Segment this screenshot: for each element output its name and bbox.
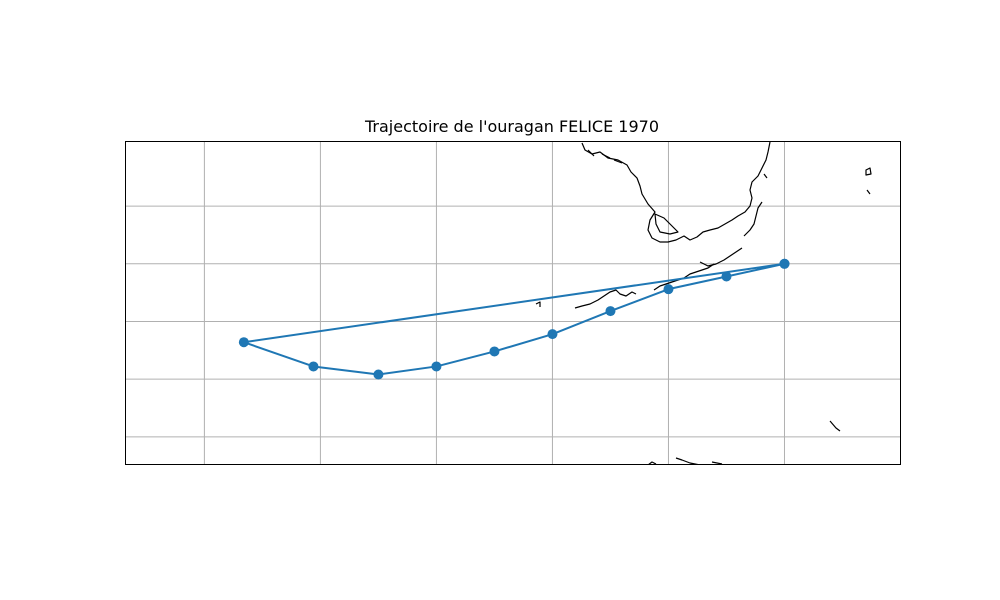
plot-frame <box>125 141 901 465</box>
coastline-atlantic-east <box>743 201 763 237</box>
track-point-2 <box>663 284 674 295</box>
track-point-1 <box>721 271 732 282</box>
coastline-islet-southeast <box>829 420 841 432</box>
coastline-gulf-islands <box>587 149 623 164</box>
track-point-7 <box>373 369 384 380</box>
track-point-5 <box>489 346 500 357</box>
track-point-10 <box>779 258 790 269</box>
coastline-small-isles <box>763 167 872 195</box>
chart-title: Trajectoire de l'ouragan FELICE 1970 <box>364 117 659 136</box>
track-point-9 <box>238 337 249 348</box>
coastline-florida <box>581 141 771 243</box>
coastline-yucatan-north <box>535 289 637 309</box>
gridlines <box>125 141 901 465</box>
hurricane-track <box>238 258 790 380</box>
coastline-florida-bay <box>654 213 679 235</box>
track-point-6 <box>431 361 442 372</box>
coastline-keys <box>699 247 743 267</box>
track-point-3 <box>605 306 616 317</box>
track-point-8 <box>308 361 319 372</box>
track-point-4 <box>547 329 558 340</box>
